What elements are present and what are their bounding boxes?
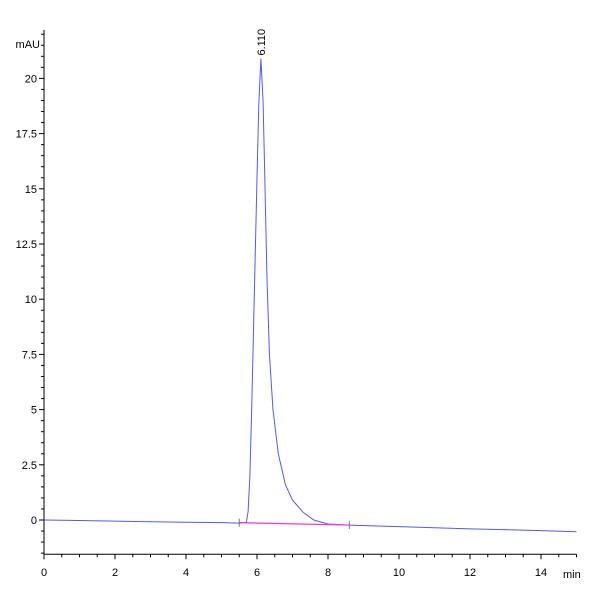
x-tick-label: 2 [112, 567, 118, 579]
y-tick-label: 7.5 [22, 349, 37, 361]
y-tick-label: 5 [31, 405, 37, 417]
integration-baseline [239, 522, 350, 526]
x-axis-label: min [563, 569, 581, 581]
x-tick-label: 0 [41, 567, 47, 579]
x-tick-label: 12 [464, 567, 476, 579]
plot-area: 6.110 [43, 29, 577, 533]
y-axis-label: mAU [16, 39, 41, 51]
chromatogram-trace [43, 58, 577, 533]
y-tick-label: 10 [25, 294, 37, 306]
y-tick-label: 0 [31, 515, 37, 527]
y-tick-label: 12.5 [16, 239, 37, 251]
x-tick-label: 6 [254, 567, 260, 579]
y-tick-label: 20 [25, 73, 37, 85]
x-tick-label: 4 [183, 567, 189, 579]
peak-label: 6.110 [256, 29, 268, 56]
y-tick-label: 2.5 [22, 460, 37, 472]
x-tick-label: 8 [325, 567, 331, 579]
y-tick-label: 17.5 [16, 129, 37, 141]
x-tick-label: 14 [535, 567, 547, 579]
x-tick-label: 10 [393, 567, 405, 579]
y-tick-label: 15 [25, 184, 37, 196]
axes: 0 2.5 5 7.5 10 12.5 15 17.5 20 0 2 4 6 8 10 12 14 [16, 29, 577, 579]
